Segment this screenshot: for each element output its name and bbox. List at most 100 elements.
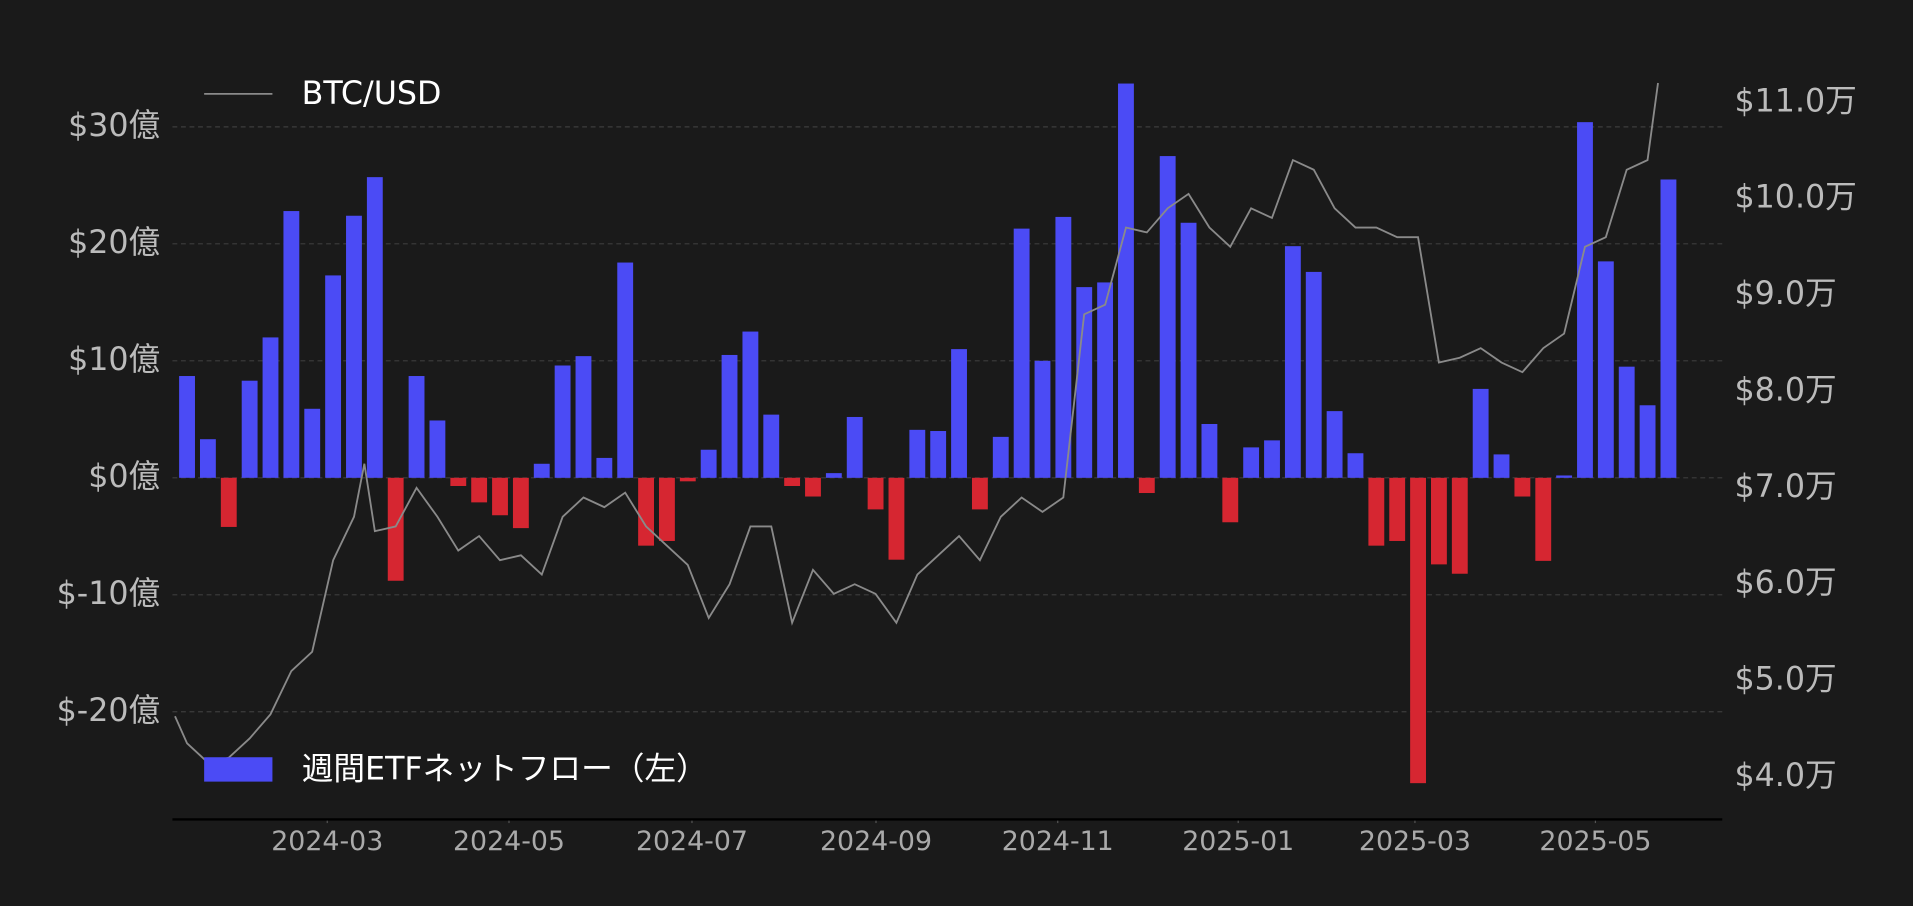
bar: [1097, 282, 1114, 478]
bar: [346, 215, 362, 478]
bar: [596, 457, 613, 478]
bar: [1264, 440, 1280, 478]
bar: [241, 380, 258, 478]
bar: [1368, 477, 1385, 546]
bar: [220, 477, 237, 527]
bar: [471, 477, 488, 503]
y-tick-label: $30億: [68, 108, 160, 144]
bar: [1201, 423, 1218, 478]
bar: [638, 477, 654, 546]
y-tick-label: $10億: [68, 342, 160, 378]
bar: [1076, 287, 1093, 478]
bar: [825, 473, 842, 478]
bar: [784, 477, 801, 486]
bar: [179, 376, 195, 478]
x-tick-label: 2025-01: [1182, 826, 1294, 857]
bar: [1138, 477, 1155, 494]
bar: [659, 477, 675, 541]
bar: [575, 356, 592, 478]
y2-tick-label: $8.0万: [1734, 372, 1836, 408]
y2-tick-label: $6.0万: [1734, 565, 1836, 601]
bar: [951, 349, 967, 478]
bar: [992, 436, 1009, 478]
bar: [721, 354, 738, 478]
bar: [679, 477, 696, 482]
bar: [199, 439, 216, 478]
bar: [1159, 156, 1176, 478]
x-tick-label: 2024-11: [1002, 826, 1114, 857]
bar: [1118, 83, 1134, 478]
bar: [971, 477, 988, 510]
bar: [930, 431, 947, 478]
bar: [429, 420, 446, 478]
x-tick-label: 2025-03: [1359, 826, 1471, 857]
bar: [1243, 447, 1260, 478]
x-tick-label: 2025-05: [1539, 826, 1651, 857]
bar: [1577, 122, 1593, 478]
y-tick-label: $-10億: [57, 576, 161, 612]
bar: [1013, 228, 1030, 478]
bar: [1222, 477, 1239, 523]
x-tick-label: 2024-03: [271, 826, 383, 857]
bar: [742, 331, 759, 478]
bar: [450, 477, 467, 486]
line: [174, 82, 1659, 764]
bar: [1451, 477, 1468, 574]
y2-tick-label: $5.0万: [1734, 662, 1836, 698]
bar: [1180, 222, 1197, 478]
bar: [262, 337, 279, 478]
x-tick-label: 2024-09: [820, 826, 932, 857]
bar: [1597, 261, 1614, 478]
bar: [1305, 271, 1322, 478]
x-tick-label: 2024-07: [636, 826, 748, 857]
bar: [1284, 246, 1301, 478]
legend-label: 週間ETFネットフロー（左）: [302, 752, 708, 788]
bar: [1430, 477, 1447, 565]
bar: [387, 477, 404, 581]
bar: [325, 275, 342, 478]
bar: [408, 376, 425, 478]
y2-tick-label: $9.0万: [1734, 276, 1836, 312]
bar: [763, 414, 780, 478]
bar: [554, 365, 571, 478]
legend-patch: [204, 757, 273, 782]
y-tick-label: $-20億: [57, 693, 161, 729]
y2-tick-label: $4.0万: [1734, 758, 1836, 794]
bar: [1660, 179, 1677, 478]
bar: [492, 477, 508, 516]
y2-tick-label: $10.0万: [1734, 180, 1856, 216]
bar: [1326, 411, 1343, 478]
bar: [888, 477, 905, 560]
bar: [1514, 477, 1531, 497]
bar: [617, 262, 634, 478]
y2-tick-label: $7.0万: [1734, 469, 1836, 505]
y-tick-label: $0億: [88, 459, 160, 495]
bar: [533, 463, 550, 478]
y-tick-label: $20億: [68, 225, 160, 261]
bar: [304, 408, 321, 478]
x-tick-label: 2024-05: [453, 826, 565, 857]
bar: [366, 177, 383, 478]
bar: [700, 449, 717, 478]
bar: [1493, 454, 1510, 478]
bar: [1556, 475, 1573, 478]
bar: [1034, 360, 1051, 478]
legend-label: BTC/USD: [302, 76, 442, 112]
bar: [1347, 453, 1364, 478]
bar: [867, 477, 884, 510]
bar: [283, 211, 300, 478]
y2-tick-label: $11.0万: [1734, 83, 1856, 119]
bar: [512, 477, 529, 529]
bar: [1639, 405, 1656, 478]
bar: [1472, 388, 1489, 478]
bar: [1535, 477, 1552, 561]
bar: [1389, 477, 1406, 541]
bar: [846, 416, 863, 478]
bar: [1618, 366, 1635, 478]
bar: [909, 429, 926, 478]
bar: [805, 477, 821, 497]
bar: [1410, 477, 1426, 784]
bar: [1055, 216, 1072, 478]
